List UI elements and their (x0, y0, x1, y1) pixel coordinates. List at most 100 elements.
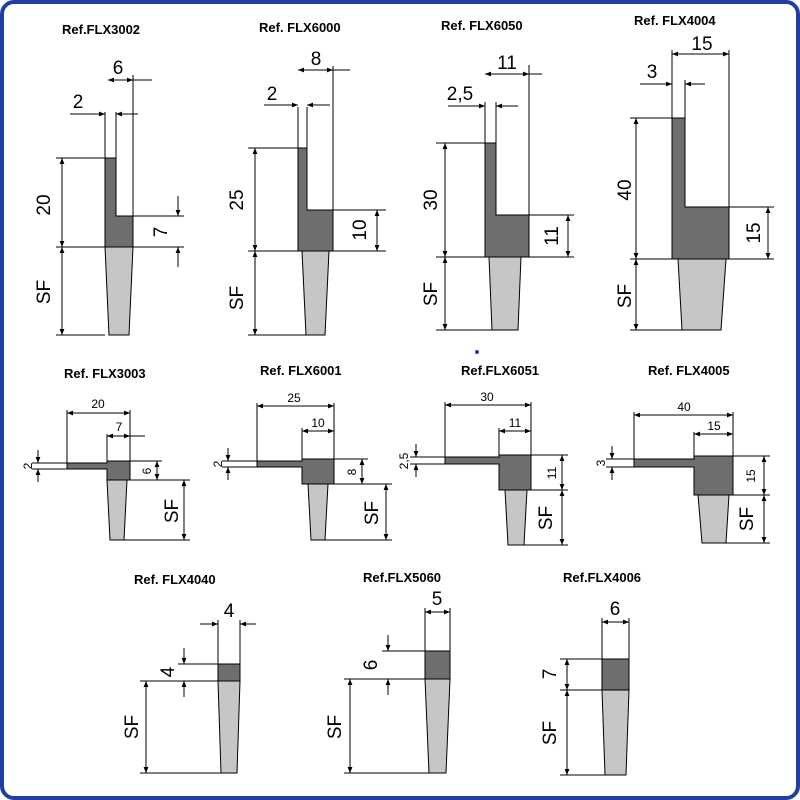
extension-lines (217, 620, 241, 664)
dimension-label: 2 (73, 92, 84, 113)
extension-lines (104, 75, 134, 216)
profile-flx3002: Ref.FLX3002 6 2 20 7 SF (34, 22, 184, 336)
blue-dot (475, 350, 479, 354)
bristle-shape (301, 250, 330, 336)
dimension-label: 11 (542, 226, 563, 246)
dimension-label: 6 (610, 599, 621, 620)
bristle-shape (504, 489, 528, 546)
dimension-label: SF (615, 284, 636, 308)
extension-lines (484, 65, 530, 215)
profile-flx5060: Ref.FLX5060 5 6 SF (325, 570, 451, 774)
holder-shape (444, 454, 532, 491)
dimension-label: 11 (497, 53, 517, 74)
dimension-label: 2 (211, 460, 225, 467)
dimension-label: 15 (744, 222, 765, 243)
bristle-shape (424, 678, 451, 774)
ref-label: Ref. FLX3003 (64, 366, 146, 381)
holder-shape (217, 663, 241, 682)
profile-flx3003: Ref. FLX3003 20 7 2 6 SF (21, 366, 190, 541)
extension-lines (630, 117, 774, 331)
dimension-label: 30 (480, 390, 494, 404)
profile-flx4005: Ref. FLX4005 40 15 3 15 SF (594, 363, 770, 544)
dimension-label: SF (122, 715, 143, 739)
ref-label: Ref.FLX6051 (461, 363, 539, 378)
dimension-label: 7 (116, 420, 123, 434)
ref-label: Ref.FLX3002 (62, 22, 140, 37)
holder-shape (104, 157, 134, 248)
dimension-label: 15 (744, 469, 758, 483)
extension-lines (140, 663, 221, 774)
profile-flx4004: Ref. FLX4004 15 3 40 15 SF (615, 13, 774, 331)
dimension-label: 6 (140, 467, 154, 474)
holder-shape (66, 460, 131, 481)
dimension-label: SF (536, 506, 557, 530)
profile-flx6050: Ref. FLX6050 11 2,5 30 11 SF (421, 18, 574, 331)
dimension-label: 7 (540, 669, 561, 680)
dimension-label: 30 (421, 189, 442, 210)
dimension-label: SF (362, 501, 383, 525)
profile-flx4006: Ref.FLX4006 6 7 SF (540, 570, 641, 776)
holder-shape (633, 455, 734, 496)
bristle-shape (601, 689, 630, 776)
extension-lines (606, 455, 770, 544)
dimension-label: 20 (34, 194, 55, 215)
dimension-label: 40 (615, 179, 636, 200)
dimension-label: 5 (432, 589, 443, 610)
bristle-shape (488, 256, 522, 331)
dimension-label: SF (34, 280, 55, 304)
holder-shape (256, 458, 335, 485)
profile-flx6001: Ref. FLX6001 25 10 2 8 SF (211, 363, 392, 541)
extension-lines (601, 618, 630, 659)
dimension-label: 2,5 (447, 84, 473, 105)
dimension-label: 3 (594, 459, 608, 466)
dimension-label: 25 (287, 391, 301, 405)
dimension-label: 6 (361, 660, 382, 671)
holder-shape (424, 650, 451, 680)
holder-shape (601, 658, 630, 691)
dimension-label: 40 (677, 400, 691, 414)
dimension-label: 4 (224, 601, 235, 622)
dimension-label: SF (162, 499, 183, 523)
profile-flx4040: Ref. FLX4040 4 4 SF (122, 572, 256, 774)
dimension-label: SF (540, 721, 561, 745)
bristle-shape (104, 246, 134, 336)
extension-lines (436, 142, 574, 331)
extension-lines (410, 454, 568, 546)
dimension-label: 11 (545, 466, 559, 479)
ref-label: Ref. FLX6050 (441, 18, 523, 33)
holder-shape (484, 142, 530, 258)
extension-lines (297, 66, 334, 210)
dimension-label: 8 (311, 49, 322, 70)
extension-lines (424, 608, 451, 651)
dimension-label: 15 (691, 34, 712, 55)
dimension-label: SF (227, 286, 248, 310)
dimension-label: 4 (158, 666, 179, 677)
ref-label: Ref. FLX4004 (634, 13, 716, 28)
ref-label: Ref. FLX4040 (134, 572, 216, 587)
holder-shape (297, 147, 334, 252)
ref-label: Ref. FLX6001 (260, 363, 342, 378)
dimension-label: 6 (113, 58, 124, 79)
profile-flx6000: Ref. FLX6000 8 2 25 10 SF (227, 20, 386, 336)
dimension-label: 2 (267, 84, 278, 105)
dimension-label: 11 (509, 416, 522, 430)
dimension-label: 20 (91, 397, 105, 411)
ref-label: Ref.FLX4006 (563, 570, 641, 585)
dimension-label: SF (421, 282, 442, 306)
ref-label: Ref. FLX6000 (259, 20, 341, 35)
ref-label: Ref. FLX4005 (648, 363, 730, 378)
dimension-label: 10 (350, 219, 371, 240)
dimension-label: 2,5 (397, 452, 411, 469)
extension-lines (344, 650, 429, 774)
extension-lines (222, 458, 392, 541)
dimension-label: 7 (151, 227, 172, 238)
ref-label: Ref.FLX5060 (363, 570, 441, 585)
profile-flx6051: Ref.FLX6051 30 11 2,5 11 SF (397, 363, 568, 546)
dimension-label: 25 (227, 189, 248, 210)
dimension-label: SF (737, 507, 758, 531)
dimension-label: 10 (311, 416, 325, 430)
holder-shape (671, 117, 730, 260)
dimension-label: 15 (707, 419, 721, 433)
